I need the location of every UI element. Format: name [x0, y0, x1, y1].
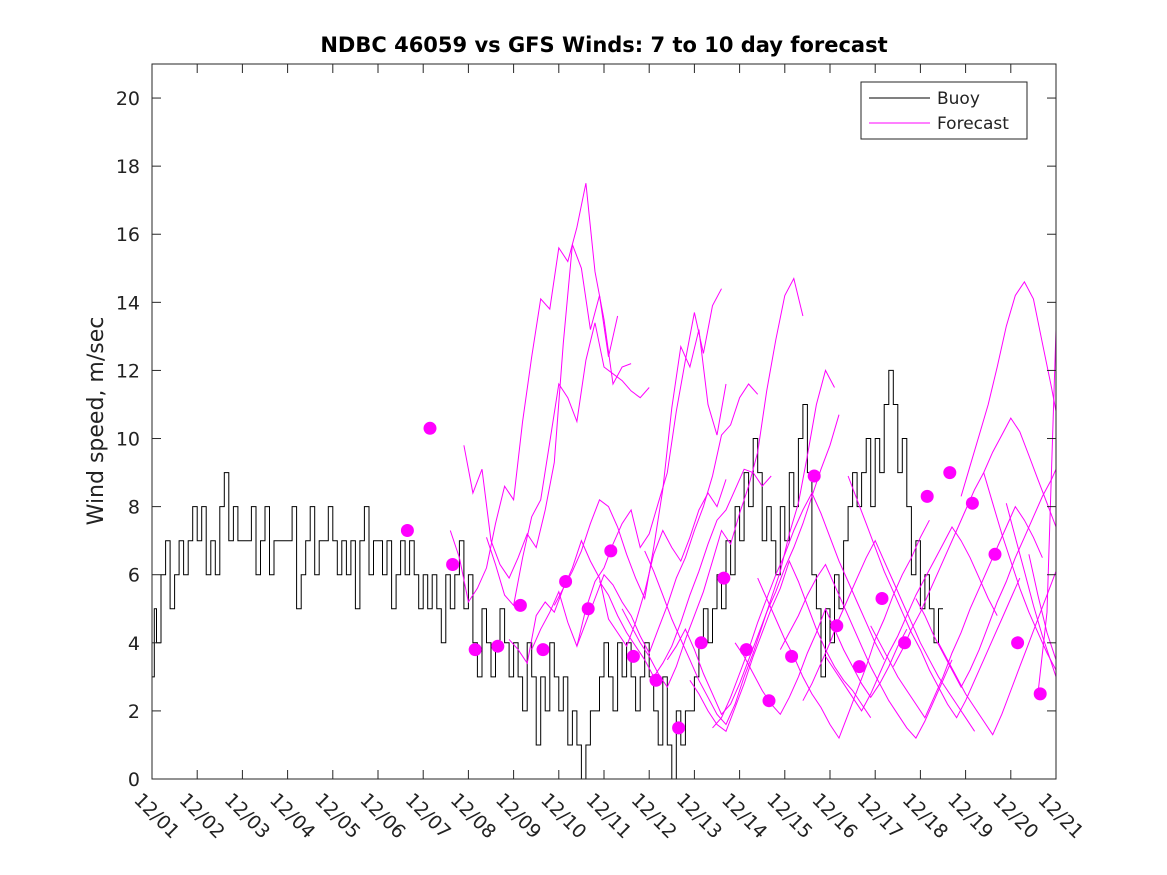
forecast-marker — [717, 571, 731, 585]
y-axis-label: Wind speed, m/sec — [84, 317, 109, 526]
y-tick-label: 8 — [128, 497, 140, 519]
forecast-run-line — [938, 571, 1057, 736]
forecast-run-line — [576, 383, 759, 655]
y-tick-label: 2 — [128, 701, 140, 723]
forecast-marker — [785, 649, 799, 663]
forecast-run-line — [531, 288, 722, 650]
forecast-run-line — [666, 414, 840, 716]
forecast-markers — [400, 421, 1047, 735]
buoy-line — [152, 369, 943, 780]
forecast-marker — [988, 547, 1002, 561]
forecast-run-line — [847, 475, 1021, 719]
forecast-marker — [400, 524, 414, 537]
forecast-marker — [852, 660, 866, 674]
forecast-run-line — [983, 472, 1057, 671]
forecast-run-line — [1028, 554, 1057, 660]
forecast-marker — [672, 721, 686, 735]
legend-forecast-label: Forecast — [937, 114, 1009, 134]
forecast-run-line — [644, 369, 835, 726]
forecast-marker — [762, 694, 776, 708]
y-tick-label: 16 — [116, 224, 140, 246]
y-tick-label: 10 — [116, 429, 140, 451]
forecast-run-line — [779, 563, 953, 739]
forecast-run-line — [712, 491, 885, 729]
forecast-run-line — [960, 280, 1057, 497]
chart-title: NDBC 46059 vs GFS Winds: 7 to 10 day for… — [320, 33, 887, 57]
forecast-marker — [943, 466, 957, 480]
forecast-marker — [423, 421, 437, 435]
forecast-marker — [898, 636, 912, 650]
forecast-marker — [1011, 636, 1025, 650]
forecast-marker — [626, 649, 640, 663]
forecast-series — [449, 183, 1057, 740]
forecast-marker — [559, 575, 573, 588]
forecast-run-line — [1037, 329, 1057, 694]
forecast-marker — [739, 643, 753, 657]
forecast-run-line — [689, 559, 872, 733]
forecast-run-line — [553, 329, 727, 606]
forecast-run-line — [486, 322, 650, 607]
forecast-marker — [1033, 687, 1047, 701]
forecast-marker — [491, 639, 505, 653]
forecast-marker — [536, 643, 550, 657]
forecast-marker — [468, 643, 482, 657]
y-tick-label: 14 — [116, 292, 140, 314]
forecast-run-line — [757, 519, 930, 740]
forecast-run-line — [463, 244, 619, 580]
forecast-marker — [694, 636, 708, 650]
forecast-marker — [807, 469, 821, 483]
forecast-run-line — [621, 277, 804, 689]
y-axis-ticks: 0 2 4 6 8 10 12 14 16 18 20 — [116, 88, 1056, 791]
forecast-run-line — [825, 526, 998, 712]
legend: Buoy Forecast — [860, 81, 1028, 140]
forecast-marker — [649, 673, 663, 687]
y-tick-label: 12 — [116, 360, 140, 382]
forecast-run-line — [870, 505, 1043, 719]
forecast-run-line — [1005, 503, 1057, 678]
forecast-run-line — [734, 607, 908, 716]
forecast-marker — [830, 619, 844, 633]
forecast-marker — [965, 496, 979, 510]
forecast-run-line — [892, 417, 1057, 667]
forecast-run-line — [802, 539, 976, 732]
y-tick-label: 6 — [128, 565, 140, 587]
forecast-marker — [604, 544, 618, 558]
forecast-marker — [446, 558, 460, 571]
buoy-series — [152, 369, 943, 780]
forecast-run-line — [915, 468, 1057, 689]
forecast-run-line — [508, 479, 727, 665]
forecast-marker — [920, 489, 934, 503]
forecast-run-line — [599, 468, 772, 678]
forecast-marker — [875, 592, 889, 605]
legend-box — [860, 81, 1028, 140]
legend-buoy-label: Buoy — [937, 89, 980, 109]
forecast-marker — [513, 598, 527, 612]
y-tick-label: 18 — [116, 156, 140, 178]
y-tick-label: 20 — [116, 88, 140, 110]
forecast-marker — [581, 602, 595, 616]
y-tick-label: 0 — [128, 769, 140, 791]
y-tick-label: 4 — [128, 633, 140, 655]
